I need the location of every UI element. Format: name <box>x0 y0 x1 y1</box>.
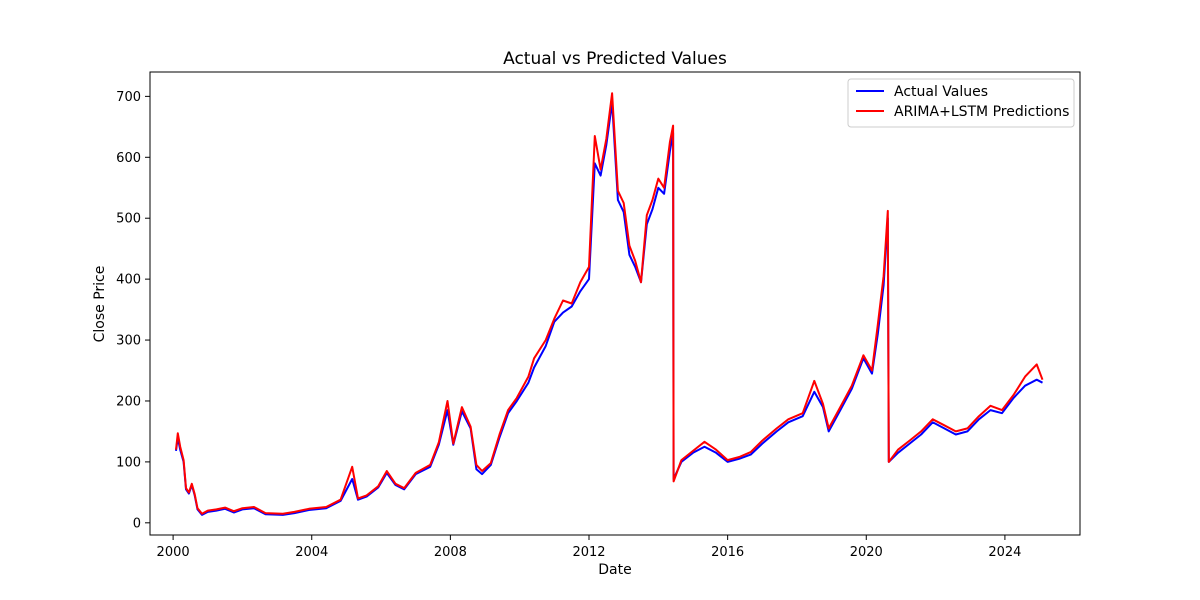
series-layer <box>175 92 1044 516</box>
x-tick-label: 2016 <box>711 545 744 560</box>
legend: Actual Values ARIMA+LSTM Predictions <box>847 78 1075 128</box>
x-tick-label: 2012 <box>572 545 605 560</box>
legend-label-actual: Actual Values <box>894 84 988 100</box>
chart-title: Actual vs Predicted Values <box>503 49 727 69</box>
y-tick-label: 500 <box>116 212 141 227</box>
y-tick-label: 0 <box>133 516 141 531</box>
y-axis: 0 100 200 300 400 500 600 700 <box>116 90 150 531</box>
y-tick-label: 100 <box>116 455 141 470</box>
series-line-predictions <box>175 92 1044 515</box>
x-tick-label: 2004 <box>295 545 328 560</box>
x-tick-label: 2000 <box>157 545 190 560</box>
x-tick-label: 2008 <box>434 545 467 560</box>
y-tick-label: 200 <box>116 394 141 409</box>
legend-label-predictions: ARIMA+LSTM Predictions <box>894 104 1069 120</box>
y-tick-label: 300 <box>116 334 141 349</box>
x-tick-label: 2020 <box>850 545 883 560</box>
y-tick-label: 700 <box>116 90 141 105</box>
y-tick-label: 600 <box>116 151 141 166</box>
series-line-actual <box>175 101 1043 516</box>
y-tick-label: 400 <box>116 273 141 288</box>
x-axis-title: Date <box>598 562 631 578</box>
legend-box <box>847 78 1075 128</box>
x-axis: 2000 2004 2008 2012 2016 2020 2024 <box>157 535 1021 560</box>
plot-frame <box>149 71 1081 536</box>
y-axis-title: Close Price <box>92 266 108 343</box>
x-tick-label: 2024 <box>988 545 1021 560</box>
